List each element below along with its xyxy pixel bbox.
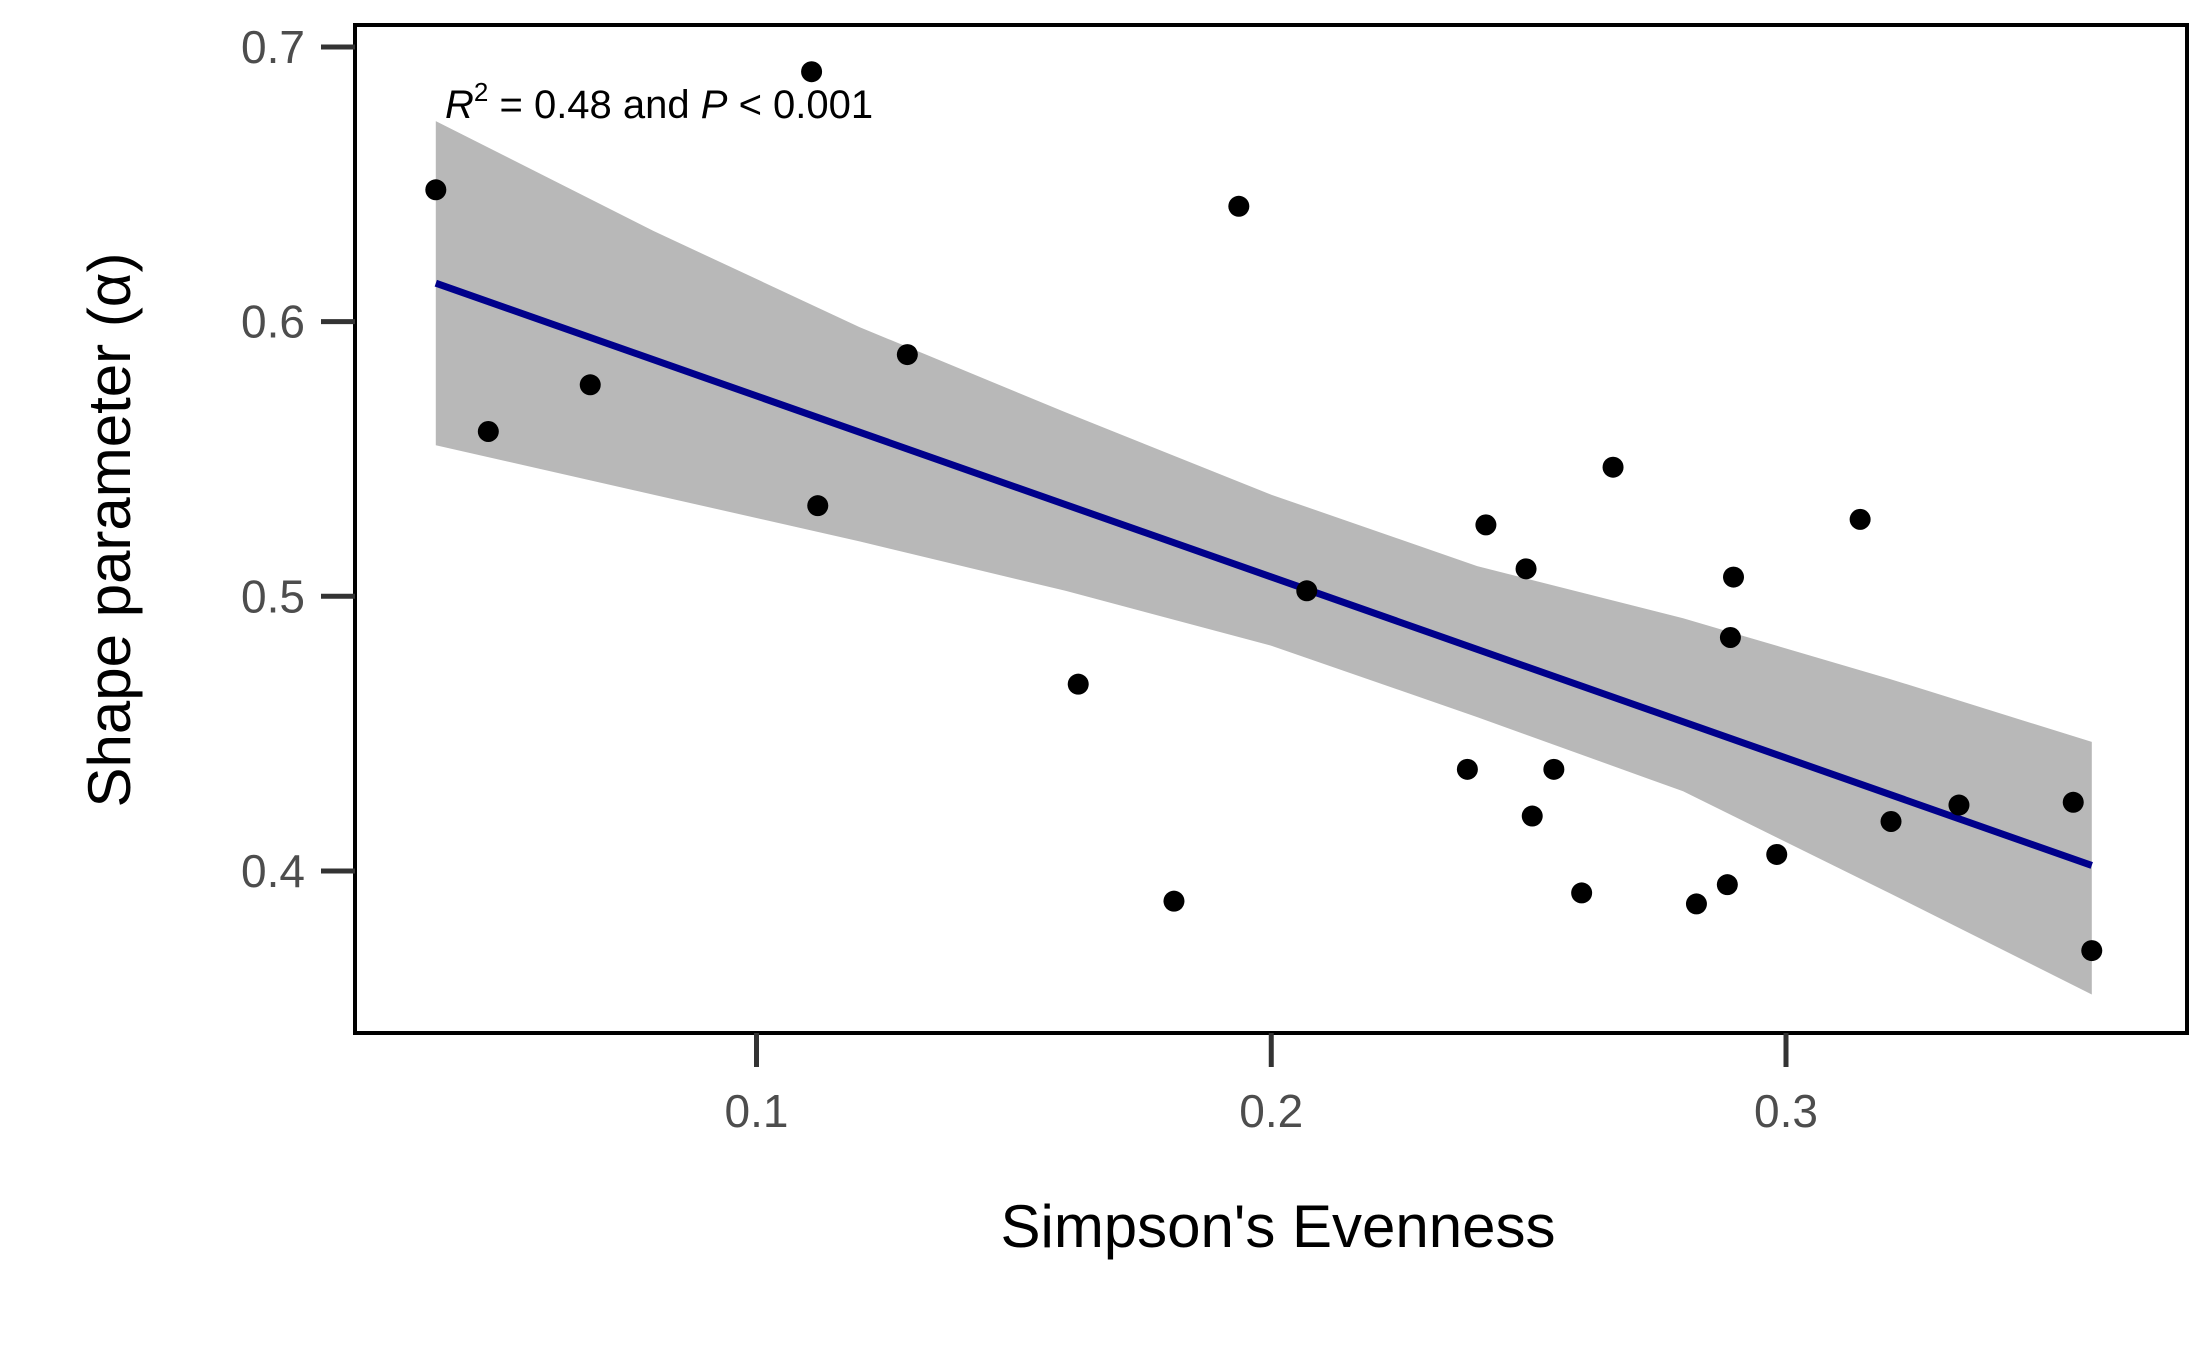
y-tick-label: 0.7 (241, 21, 305, 73)
data-point (477, 420, 499, 442)
data-points-layer (425, 61, 2103, 962)
regression-line (434, 279, 2093, 869)
x-tick-label: 0.1 (725, 1085, 789, 1137)
data-point (1515, 558, 1537, 580)
data-point (896, 344, 918, 366)
confidence-band (435, 121, 2092, 995)
data-point (1766, 843, 1788, 865)
annotation-r-exponent: 2 (474, 77, 488, 107)
data-point (1685, 893, 1707, 915)
y-tick-label: 0.4 (241, 845, 305, 897)
y-tick-label: 0.6 (241, 296, 305, 348)
data-point (1521, 805, 1543, 827)
data-point (1456, 758, 1478, 780)
data-point (2062, 791, 2084, 813)
data-point (1571, 882, 1593, 904)
annotation-p-symbol: P (701, 83, 728, 127)
fit-line-layer (434, 279, 2093, 869)
x-axis-title: Simpson's Evenness (1000, 1193, 1555, 1260)
y-axis-title: Shape parameter (α) (76, 253, 143, 808)
data-point (1723, 566, 1745, 588)
x-tick-label: 0.2 (1239, 1085, 1303, 1137)
data-point (1716, 874, 1738, 896)
confidence-band-layer (435, 121, 2092, 995)
data-point (1880, 811, 1902, 833)
stats-annotation: R2 = 0.48 and P < 0.001 (445, 77, 873, 127)
y-tick-label: 0.5 (241, 570, 305, 622)
data-point (1067, 673, 1089, 695)
annotation-r-symbol: R (445, 83, 474, 127)
data-point (1296, 580, 1318, 602)
data-point (425, 179, 447, 201)
x-tick-label: 0.3 (1754, 1085, 1818, 1137)
annotation-r-value: = 0.48 and (488, 83, 700, 127)
data-point (1602, 456, 1624, 478)
data-point (807, 495, 829, 517)
data-point (1849, 508, 1871, 530)
data-point (1543, 758, 1565, 780)
data-point (1163, 890, 1185, 912)
data-point (1475, 514, 1497, 536)
data-point (2081, 940, 2103, 962)
data-point (1948, 794, 1970, 816)
annotation-p-value: < 0.001 (727, 83, 873, 127)
data-point (1719, 626, 1741, 648)
data-point (579, 374, 601, 396)
x-axis: 0.1 0.2 0.3 (725, 1033, 1818, 1137)
data-point (801, 61, 823, 83)
data-point (1228, 195, 1250, 217)
y-axis: 0.4 0.5 0.6 0.7 (241, 21, 355, 897)
